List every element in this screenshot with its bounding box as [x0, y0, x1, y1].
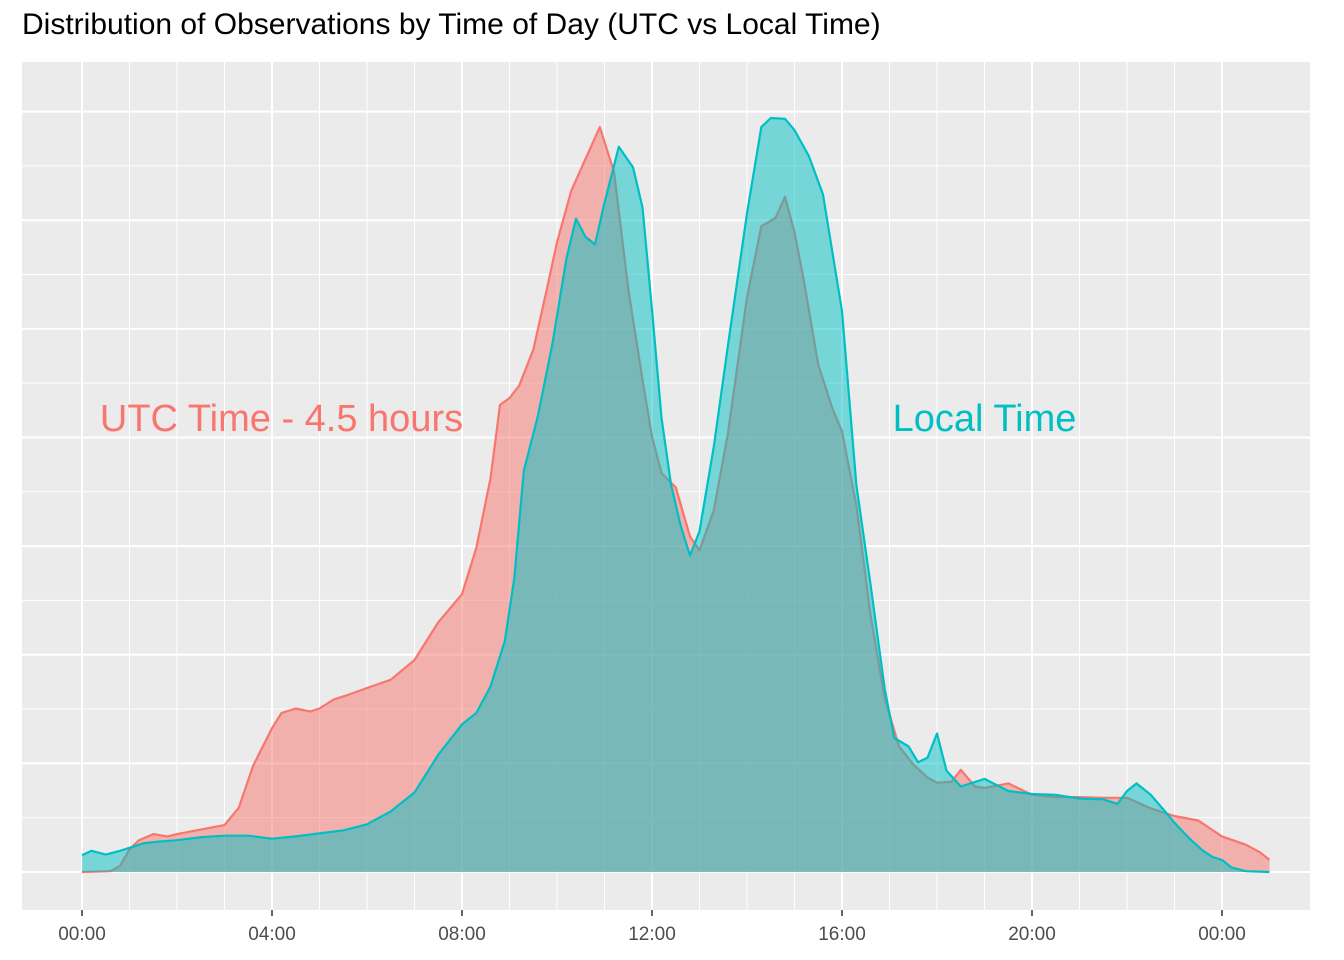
annotation-label-0: UTC Time - 4.5 hours — [100, 398, 463, 440]
annotation-layer: UTC Time - 4.5 hours Local Time — [100, 398, 1076, 440]
series-area-1 — [82, 118, 1270, 872]
series-line-1 — [81, 116, 1270, 874]
x-tick-label: 08:00 — [438, 924, 486, 945]
x-tick-label: 00:00 — [1198, 924, 1246, 945]
x-axis-ticks: 00:00 04:00 08:00 12:00 16:00 20:00 00:00 — [58, 910, 1246, 945]
series-area-0 — [82, 127, 1270, 873]
x-tick-label: 04:00 — [248, 924, 296, 945]
x-tick-label: 20:00 — [1008, 924, 1056, 945]
x-tick-label: 00:00 — [58, 924, 106, 945]
x-tick-label: 12:00 — [628, 924, 676, 945]
annotation-label-1: Local Time — [893, 398, 1077, 440]
series-layer — [81, 116, 1271, 874]
x-tick-label: 16:00 — [818, 924, 866, 945]
chart-title: Distribution of Observations by Time of … — [22, 8, 881, 41]
